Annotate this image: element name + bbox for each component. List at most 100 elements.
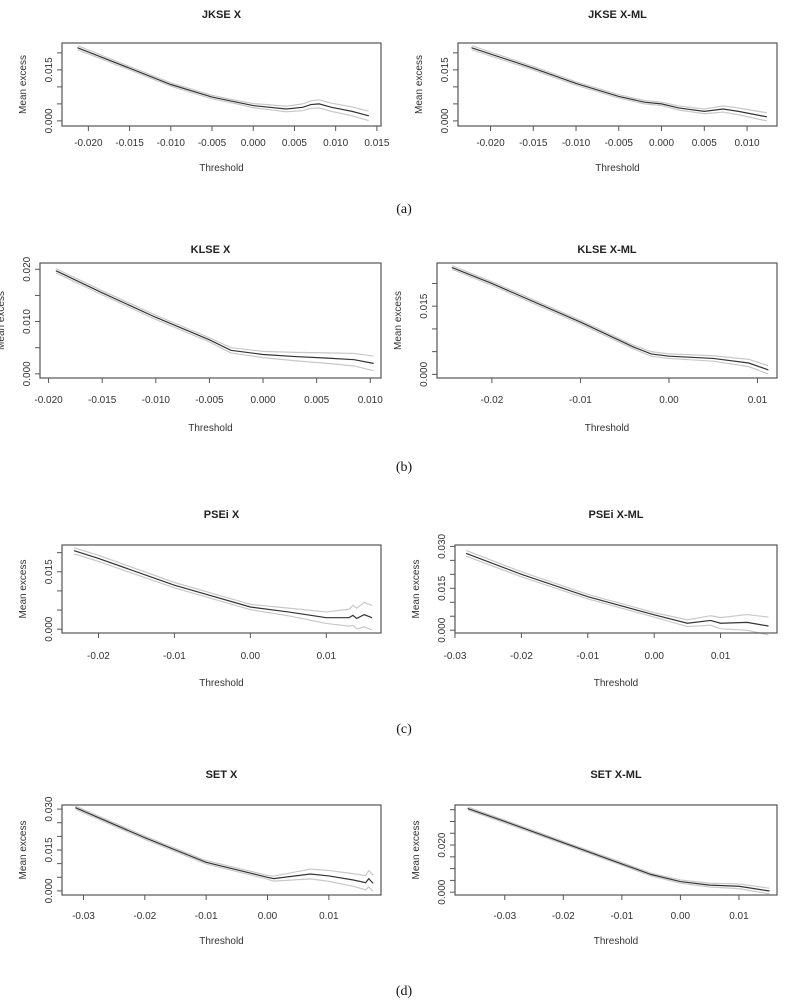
chart-title: SET X-ML [590, 769, 642, 781]
x-axis-label: Threshold [199, 936, 243, 947]
lower-confidence-band [466, 555, 769, 636]
data-point [686, 622, 688, 624]
data-point [722, 108, 724, 110]
x-tick-label: -0.010 [157, 138, 186, 149]
y-axis-label: Mean excess [393, 291, 404, 350]
data-point [287, 611, 289, 613]
data-point [451, 267, 453, 268]
y-tick-label: 0.000 [22, 361, 33, 386]
data-point [766, 116, 768, 118]
x-tick-label: -0.010 [562, 138, 591, 149]
data-point [650, 874, 652, 875]
data-point [267, 876, 268, 878]
y-axis-label: Mean excess [414, 55, 425, 114]
plot-box [454, 804, 778, 896]
data-point [236, 101, 238, 103]
data-point [678, 107, 680, 109]
data-point [767, 369, 769, 371]
x-tick-label: 0.010 [323, 138, 348, 149]
x-tick-label: -0.005 [198, 138, 227, 149]
data-point [294, 356, 296, 357]
y-axis-label: Mean excess [18, 560, 29, 619]
x-tick-label: -0.015 [88, 395, 117, 406]
data-point [738, 885, 740, 887]
data-point [331, 106, 332, 108]
chart-title: SET X [206, 769, 238, 781]
data-point [328, 875, 330, 877]
x-tick-label: 0.00 [644, 651, 664, 662]
x-axis-label: Threshold [199, 678, 243, 689]
chart-panel-set-x: SET X -0.03 -0.02 -0.01 0.00 0.01 0.000 0.015 0.… [18, 769, 382, 947]
y-tick-label: 0.000 [437, 879, 448, 904]
mean-excess-line [55, 270, 374, 364]
data-point [373, 362, 374, 364]
lower-confidence-band [55, 272, 374, 372]
data-point [587, 596, 589, 598]
data-point [644, 101, 645, 103]
data-point [768, 890, 770, 892]
lower-confidence-band [75, 808, 374, 892]
chart-panel-klse-x: KLSE X -0.020 -0.015 -0.010 -0.005 0.000 0.005… [0, 244, 383, 434]
data-point [174, 584, 175, 586]
data-point [467, 808, 469, 809]
data-point [269, 106, 271, 108]
x-tick-label: -0.020 [34, 395, 63, 406]
x-axis-label: Threshold [199, 163, 243, 174]
data-point [661, 103, 662, 105]
y-tick-label: 0.010 [22, 309, 33, 334]
upper-confidence-band [55, 268, 374, 357]
data-point [98, 557, 99, 559]
data-point [318, 103, 320, 105]
x-tick-label: 0.01 [317, 651, 337, 662]
data-point [348, 617, 350, 619]
y-tick-label: 0.030 [44, 796, 55, 821]
x-tick-label: -0.020 [74, 138, 103, 149]
y-tick-label: 0.020 [22, 256, 33, 281]
chart-title: PSEi X-ML [588, 509, 643, 521]
data-point [621, 863, 623, 865]
x-tick-label: 0.000 [649, 138, 674, 149]
data-point [562, 842, 564, 844]
x-tick-label: -0.02 [133, 911, 156, 922]
plot-box [39, 262, 382, 379]
x-axis-label: Threshold [188, 423, 232, 434]
x-tick-label: -0.005 [605, 138, 634, 149]
plot-box [61, 42, 382, 127]
upper-confidence-band [73, 547, 373, 613]
x-axis-label: Threshold [594, 678, 638, 689]
data-point [144, 837, 146, 839]
data-point [211, 96, 213, 98]
data-point [712, 358, 714, 359]
data-point [720, 622, 721, 624]
upper-confidence-band [467, 806, 770, 889]
panel-label: (d) [396, 984, 413, 999]
x-axis-label: Threshold [595, 163, 639, 174]
upper-confidence-band [75, 805, 374, 877]
x-tick-label: 0.00 [258, 911, 278, 922]
x-tick-label: -0.02 [480, 395, 503, 406]
x-tick-label: -0.01 [163, 651, 186, 662]
data-point [650, 353, 652, 355]
y-tick-label: 0.015 [44, 57, 55, 82]
data-point [230, 349, 232, 351]
data-point [351, 110, 353, 112]
x-tick-label: -0.01 [610, 911, 633, 922]
x-tick-label: 0.005 [304, 395, 329, 406]
data-point [532, 67, 534, 69]
data-point [129, 67, 130, 69]
data-point [170, 84, 172, 85]
chart-panel-jkse-x-ml: JKSE X-ML -0.020 -0.015 -0.010 -0.005 0.000 0.… [414, 9, 778, 174]
x-tick-label: -0.01 [195, 911, 218, 922]
x-tick-label: -0.03 [444, 651, 467, 662]
data-point [748, 362, 750, 364]
x-tick-label: -0.03 [72, 911, 95, 922]
data-point [680, 881, 681, 882]
data-point [249, 606, 251, 608]
data-point [710, 620, 712, 621]
y-tick-label: 0.000 [44, 108, 55, 133]
data-point [580, 321, 581, 323]
y-tick-label: 0.015 [419, 293, 430, 318]
x-tick-label: -0.005 [195, 395, 224, 406]
plot-box [457, 42, 778, 127]
x-tick-label: -0.015 [519, 138, 548, 149]
